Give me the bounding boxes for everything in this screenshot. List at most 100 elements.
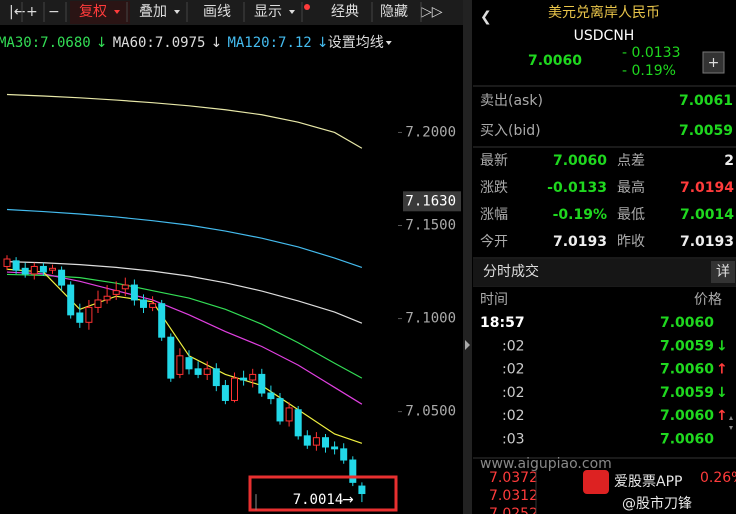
toolbar-button[interactable]: 叠加 bbox=[139, 4, 167, 20]
low-marker-label: 7.0014 bbox=[293, 492, 344, 508]
candle-body bbox=[294, 409, 302, 437]
stat-value: 7.0193 bbox=[553, 234, 607, 250]
trade-time: 18:57 bbox=[480, 315, 525, 331]
candle-body bbox=[158, 303, 166, 338]
trade-price: 7.0059 bbox=[660, 338, 714, 354]
stat-value: 2 bbox=[724, 153, 734, 169]
candle-body bbox=[267, 392, 275, 400]
bid-ask-label: 卖出(ask) bbox=[480, 93, 543, 109]
bid-ask-value: 7.0061 bbox=[679, 93, 733, 109]
candle-body bbox=[85, 306, 93, 323]
stat-label: 昨收 bbox=[617, 234, 645, 250]
candle-body bbox=[39, 265, 47, 273]
trade-price: 7.0060 bbox=[660, 432, 714, 448]
trades-title: 分时成交 bbox=[483, 263, 539, 280]
trade-time: :02 bbox=[502, 338, 525, 354]
depth-price: 7.0312 bbox=[489, 488, 538, 504]
candle-body bbox=[21, 267, 29, 275]
add-button[interactable] bbox=[702, 51, 725, 74]
candle-body bbox=[67, 284, 75, 316]
candle-body bbox=[358, 485, 366, 495]
candle-body bbox=[185, 357, 193, 370]
candle-body bbox=[12, 260, 20, 271]
detail-label: 详 bbox=[716, 264, 730, 280]
bid-ask-label: 买入(bid) bbox=[480, 123, 541, 139]
ma-line bbox=[6, 208, 363, 268]
price-marker-box bbox=[403, 191, 461, 212]
depth-price: 7.0372 bbox=[489, 470, 538, 486]
watermark-logo bbox=[583, 470, 609, 494]
depth-price: 7.0252 bbox=[489, 506, 538, 514]
stat-value: -0.19% bbox=[553, 207, 607, 223]
trade-direction: ↑ bbox=[716, 408, 728, 424]
ma-line bbox=[6, 271, 363, 405]
candle-body bbox=[249, 373, 257, 381]
price-marker-label: 7.1630 bbox=[405, 193, 456, 209]
trade-direction: ↓ bbox=[716, 338, 728, 354]
stat-label: 最低 bbox=[617, 207, 645, 223]
candle-body bbox=[349, 459, 357, 483]
dropdown-arrow bbox=[289, 10, 295, 14]
trade-time: :02 bbox=[502, 362, 525, 378]
ma-legend-label: MA30:7.0680 bbox=[0, 35, 91, 51]
candle-body bbox=[76, 312, 84, 323]
depth-pct: 0.26% bbox=[700, 470, 736, 486]
candle-body bbox=[212, 368, 220, 387]
active-button-bg bbox=[70, 1, 130, 24]
candle-body bbox=[285, 407, 293, 422]
candle-body bbox=[121, 284, 129, 290]
candle-body bbox=[340, 448, 348, 461]
candle-body bbox=[231, 377, 238, 401]
stat-value: 7.0193 bbox=[680, 234, 734, 250]
candle-body bbox=[258, 373, 266, 394]
bid-ask-value: 7.0059 bbox=[679, 123, 733, 139]
add-icon: + bbox=[708, 55, 720, 71]
trade-time: :02 bbox=[502, 408, 525, 424]
toolbar-button[interactable]: 复权 bbox=[79, 3, 107, 20]
toolbar-button[interactable]: 隐藏 bbox=[380, 4, 408, 20]
back-icon[interactable]: ❮ bbox=[480, 9, 492, 25]
candle-body bbox=[58, 269, 66, 286]
candle-body bbox=[112, 290, 120, 295]
down-arrow: ↓ bbox=[96, 35, 108, 51]
candle-body bbox=[176, 355, 184, 375]
toolbar-button[interactable]: 经典 bbox=[331, 4, 359, 20]
low-arrow: → bbox=[342, 492, 354, 508]
icon-back[interactable]: |← bbox=[9, 4, 25, 20]
watermark-author: @股市刀锋 bbox=[622, 495, 692, 512]
icon-more[interactable]: ▷▷ bbox=[421, 4, 443, 20]
dropdown-arrow bbox=[174, 10, 180, 14]
icon-zoom-out[interactable]: − bbox=[48, 4, 60, 20]
trade-price: 7.0060 bbox=[660, 315, 714, 331]
candle-body bbox=[312, 437, 320, 446]
ma-line bbox=[6, 273, 363, 379]
quote-name: 美元兑离岸人民币 bbox=[548, 4, 660, 21]
trade-direction: ↑ bbox=[716, 362, 728, 378]
splitter[interactable] bbox=[463, 0, 472, 514]
ma-legend-label: MA60:7.0975 bbox=[113, 35, 206, 51]
candle-body bbox=[322, 437, 329, 448]
candle-body bbox=[130, 284, 138, 301]
watermark-app: 爱股票APP bbox=[614, 474, 682, 490]
notify-dot bbox=[304, 4, 310, 10]
trade-direction: ↓ bbox=[716, 385, 728, 401]
stat-label: 涨幅 bbox=[480, 207, 508, 223]
candle-body bbox=[331, 446, 339, 450]
ma-line bbox=[6, 93, 363, 149]
candle-body bbox=[167, 336, 175, 379]
stat-label: 涨跌 bbox=[480, 180, 508, 196]
stat-value: 7.0194 bbox=[680, 180, 734, 196]
trades-header-bg bbox=[473, 259, 736, 286]
toolbar-button[interactable]: 显示 bbox=[254, 4, 282, 20]
candle-body bbox=[221, 385, 229, 401]
candle-body bbox=[103, 295, 111, 301]
ma-settings[interactable]: 设置均线 bbox=[328, 35, 384, 51]
icon-zoom-in[interactable]: + bbox=[26, 4, 38, 20]
detail-button[interactable] bbox=[711, 261, 735, 283]
toolbar-button[interactable]: 画线 bbox=[203, 4, 231, 20]
trade-time: :03 bbox=[502, 432, 525, 448]
y-tick-label: 7.1000 bbox=[405, 311, 456, 327]
quote-code: USDCNH bbox=[574, 28, 635, 44]
down-arrow: ↓ bbox=[317, 35, 329, 51]
